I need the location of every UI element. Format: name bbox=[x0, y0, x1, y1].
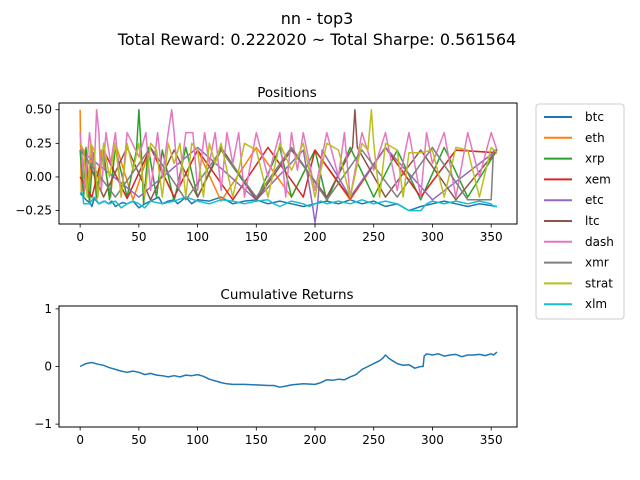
positions-ticks: 0 50 100 150 200 250 300 350 −0.25 0.00 0.25 0.50 bbox=[15, 103, 502, 244]
legend-label-strat: strat bbox=[585, 276, 613, 290]
positions-series-group bbox=[79, 108, 498, 224]
cumulative-returns-xtick-label: 200 bbox=[304, 433, 327, 447]
positions-ytick-label: 0.00 bbox=[25, 170, 52, 184]
cumulative-returns-title: Cumulative Returns bbox=[220, 287, 353, 303]
cumulative-returns-ytick-label: 1 bbox=[44, 302, 52, 316]
cumulative-returns-ticks: 0 50 100 150 200 250 300 350 −1 0 1 bbox=[34, 302, 502, 447]
positions-axes: Positions 0 50 100 150 200 250 300 350 −0.25 0.00… bbox=[15, 85, 518, 244]
positions-ytick-label: 0.25 bbox=[25, 136, 52, 150]
cumulative-returns-axes: Cumulative Returns 0 50 100 150 200 250 300 350… bbox=[34, 287, 518, 447]
positions-series-xmr-line bbox=[79, 146, 497, 201]
legend-label-btc: btc bbox=[585, 110, 604, 124]
positions-xtick-label: 200 bbox=[304, 230, 327, 244]
positions-title: Positions bbox=[257, 85, 317, 101]
cumulative-returns-series-group bbox=[79, 351, 498, 388]
positions-xtick-label: 150 bbox=[245, 230, 268, 244]
positions-series-strat-line bbox=[79, 108, 498, 198]
cumulative-returns-xtick-label: 50 bbox=[131, 433, 146, 447]
positions-xtick-label: 50 bbox=[131, 230, 146, 244]
cumulative-returns-ytick-label: 0 bbox=[44, 360, 52, 374]
cumulative-returns-xtick-label: 0 bbox=[76, 433, 84, 447]
cumulative-returns-xtick-label: 150 bbox=[245, 433, 268, 447]
positions-ytick-label: −0.25 bbox=[15, 204, 52, 218]
positions-series-btc-line bbox=[79, 192, 498, 212]
positions-xtick-label: 0 bbox=[76, 230, 84, 244]
figure-title: nn - top3 bbox=[281, 9, 354, 28]
positions-series-xem-line bbox=[79, 146, 498, 201]
cumulative-returns-xtick-label: 300 bbox=[421, 433, 444, 447]
legend-label-xmr: xmr bbox=[585, 256, 609, 270]
legend: btc eth xrp xem etc ltc dash xmr strat xlm bbox=[535, 103, 625, 320]
legend-label-dash: dash bbox=[585, 235, 614, 249]
cumulative-returns-xtick-label: 350 bbox=[480, 433, 503, 447]
legend-label-xrp: xrp bbox=[585, 152, 605, 166]
positions-xtick-label: 350 bbox=[480, 230, 503, 244]
positions-frame bbox=[58, 102, 518, 225]
legend-items: btc eth xrp xem etc ltc dash xmr strat xlm bbox=[544, 110, 614, 311]
cumulative-returns-xtick-label: 250 bbox=[362, 433, 385, 447]
cumulative-returns-ytick-label: −1 bbox=[34, 417, 52, 431]
positions-series-xlm-line bbox=[80, 192, 497, 212]
figure-subtitle: Total Reward: 0.222020 ~ Total Sharpe: 0… bbox=[117, 30, 516, 49]
legend-label-etc: etc bbox=[585, 193, 604, 207]
cumulative-returns-xtick-label: 100 bbox=[186, 433, 209, 447]
legend-label-xlm: xlm bbox=[585, 297, 607, 311]
positions-xtick-label: 100 bbox=[186, 230, 209, 244]
legend-label-eth: eth bbox=[585, 131, 605, 145]
positions-ytick-label: 0.50 bbox=[25, 103, 52, 117]
legend-label-xem: xem bbox=[585, 172, 611, 186]
cumulative-returns-series-line-line bbox=[79, 351, 498, 388]
positions-xtick-label: 250 bbox=[362, 230, 385, 244]
positions-xtick-label: 300 bbox=[421, 230, 444, 244]
cumulative-returns-frame bbox=[58, 305, 518, 428]
legend-label-ltc: ltc bbox=[585, 214, 600, 228]
